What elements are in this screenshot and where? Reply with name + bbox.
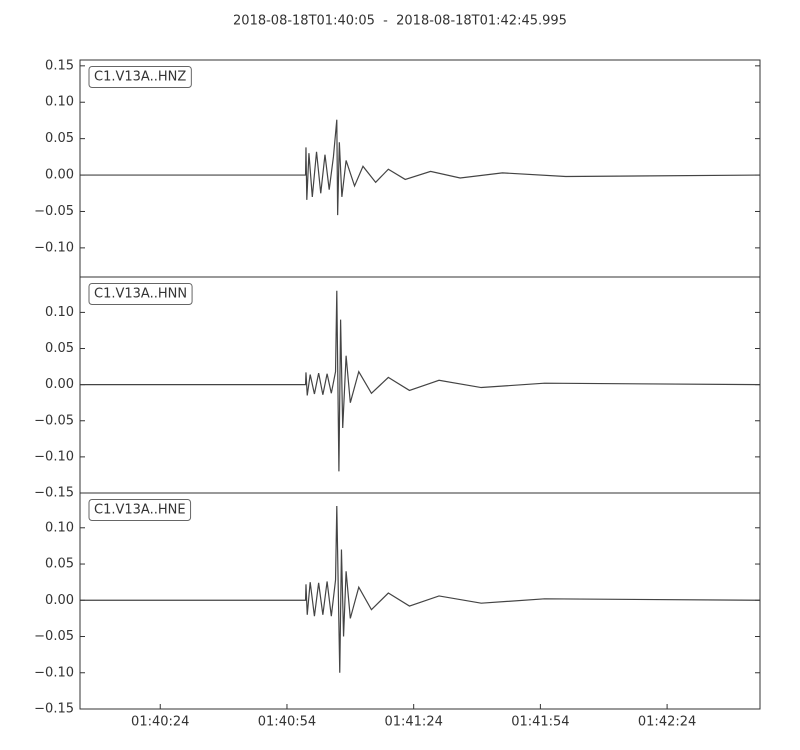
x-tick-label: 01:40:24 [131,715,189,730]
y-tick-label: 0.05 [45,557,74,572]
waveform [80,506,761,673]
x-tick-label: 01:42:24 [638,715,696,730]
x-tick-label: 01:40:54 [258,715,316,730]
x-tick-label: 01:41:54 [511,715,569,730]
trace-label: C1.V13A..HNE [94,503,186,518]
label-box [88,66,192,88]
y-tick-label: −0.15 [34,702,74,717]
y-tick-label: 0.10 [45,520,74,535]
y-tick-label: 0.10 [45,305,74,320]
label-box [88,283,193,305]
y-tick-label: −0.05 [34,204,74,219]
x-tick-label: 01:41:24 [384,715,442,730]
y-tick-label: −0.10 [34,665,74,680]
label-box [88,499,192,521]
y-tick-label: −0.15 [34,486,74,501]
y-tick-label: −0.10 [34,240,74,255]
y-tick-label: −0.05 [34,413,74,428]
y-tick-label: 0.00 [45,593,74,608]
y-tick-label: −0.05 [34,629,74,644]
waveform [80,290,761,472]
trace-label: C1.V13A..HNZ [94,70,186,85]
y-tick-label: 0.15 [45,58,74,73]
chart-title: 2018-08-18T01:40:05 - 2018-08-18T01:42:4… [233,14,567,29]
y-tick-label: 0.05 [45,131,74,146]
trace-label: C1.V13A..HNN [94,287,187,302]
y-tick-label: 0.00 [45,168,74,183]
plot-frame [79,492,761,710]
y-tick-label: 0.00 [45,377,74,392]
waveform [80,119,761,216]
y-tick-label: 0.10 [45,95,74,110]
y-tick-label: 0.05 [45,341,74,356]
y-tick-label: −0.10 [34,449,74,464]
